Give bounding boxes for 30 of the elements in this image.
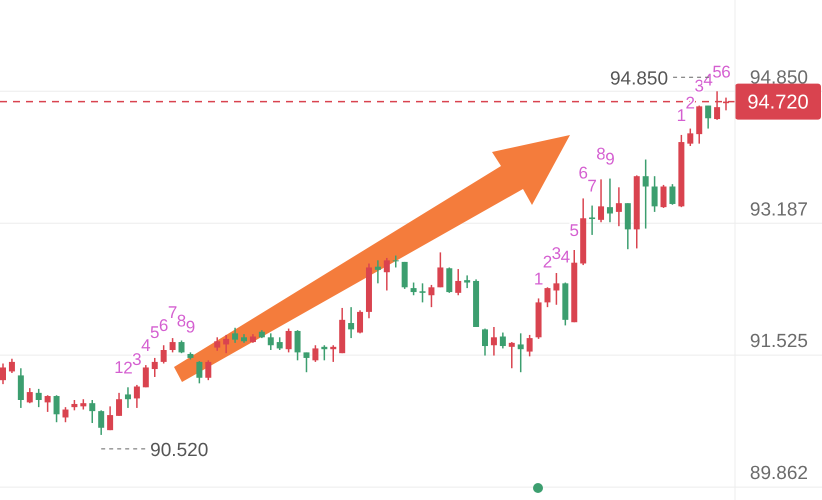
- text: 3: [552, 244, 562, 264]
- annotation: 94.850: [610, 68, 668, 90]
- text: 7: [587, 176, 597, 196]
- text: 6: [578, 163, 588, 182]
- text: 4: [703, 70, 713, 90]
- text: 1: [114, 358, 124, 377]
- text: 5: [712, 62, 722, 82]
- text: 4: [560, 248, 570, 267]
- y-tick-label: 89.862: [750, 463, 808, 484]
- text: 3: [694, 76, 704, 96]
- text: 1: [534, 269, 544, 288]
- text: 3: [132, 350, 142, 369]
- text: 6: [158, 316, 168, 336]
- text: 1: [676, 106, 686, 125]
- text: 2: [123, 358, 133, 378]
- text: 5: [570, 221, 579, 240]
- y-tick-label: 91.525: [750, 331, 808, 352]
- text: 9: [186, 317, 196, 336]
- text: 2: [542, 252, 552, 272]
- ref-line-label: 94.720: [747, 92, 809, 114]
- text: 4: [141, 336, 151, 356]
- text: 9: [605, 150, 615, 169]
- y-tick-label: 93.187: [750, 199, 808, 220]
- text: 5: [150, 322, 160, 342]
- text: 8: [596, 144, 606, 164]
- text: 7: [168, 303, 178, 322]
- y-tick-label: 94.850: [750, 67, 808, 88]
- text: 8: [176, 311, 186, 330]
- annotation: 90.520: [150, 440, 208, 461]
- text: 6: [721, 62, 731, 82]
